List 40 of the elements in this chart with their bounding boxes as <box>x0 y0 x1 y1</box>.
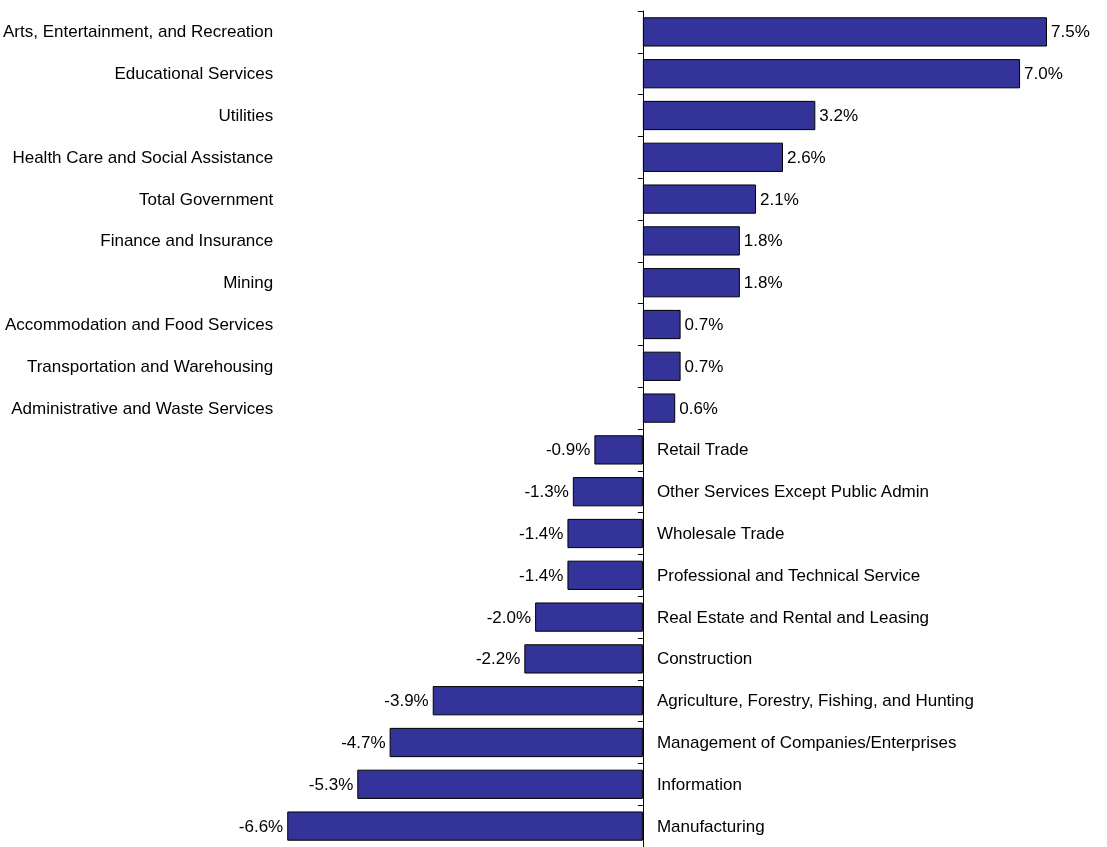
y-tick-label: Construction <box>656 649 753 669</box>
y-tick-label: Wholesale Trade <box>656 524 785 543</box>
y-tick-label: Management of Companies/Enterprises <box>656 733 957 752</box>
data-label: -1.4% <box>519 524 564 543</box>
y-tick-label: Educational Services <box>114 64 274 84</box>
data-label: 3.2% <box>819 106 859 125</box>
data-label: 7.0% <box>1024 64 1063 84</box>
data-label: 0.7% <box>684 315 724 334</box>
y-tick-label: Other Services Except Public Admin <box>656 482 929 502</box>
data-label: -5.3% <box>308 774 354 794</box>
y-tick-label: Transportation and Warehousing <box>26 356 274 376</box>
y-tick-label: Manufacturing <box>656 816 765 836</box>
y-tick-label: Arts, Entertainment, and Recreation <box>3 22 274 42</box>
y-tick-label: Total Government <box>139 189 274 209</box>
y-tick-label: Information <box>656 774 742 794</box>
data-label: -0.9% <box>545 440 591 460</box>
y-tick-label: Health Care and Social Assistance <box>12 147 274 167</box>
data-label: -4.7% <box>341 733 386 752</box>
data-label: 1.8% <box>743 273 783 293</box>
data-label: -2.2% <box>475 649 521 669</box>
data-label: -2.0% <box>486 607 532 627</box>
data-label: 2.1% <box>760 189 799 209</box>
data-label: -3.9% <box>384 691 429 711</box>
y-tick-label: Professional and Technical Service <box>656 565 921 585</box>
y-tick-label: Accommodation and Food Services <box>4 315 274 334</box>
data-label: 0.7% <box>684 356 724 376</box>
y-tick-label: Finance and Insurance <box>100 231 274 251</box>
data-label: 0.6% <box>679 398 718 418</box>
y-tick-label: Retail Trade <box>656 440 749 460</box>
data-label: 7.5% <box>1051 22 1090 42</box>
y-tick-label: Agriculture, Forestry, Fishing, and Hunting <box>656 691 975 711</box>
y-tick-label: Administrative and Waste Services <box>11 398 274 418</box>
y-tick-label: Real Estate and Rental and Leasing <box>656 607 930 627</box>
data-label: 2.6% <box>786 147 826 167</box>
data-label: -1.4% <box>519 565 564 585</box>
y-tick-label: Utilities <box>218 106 274 125</box>
y-tick-label: Mining <box>223 273 274 293</box>
data-label: 1.8% <box>743 231 783 251</box>
data-label: -1.3% <box>524 482 569 502</box>
data-label: -6.6% <box>238 816 284 836</box>
